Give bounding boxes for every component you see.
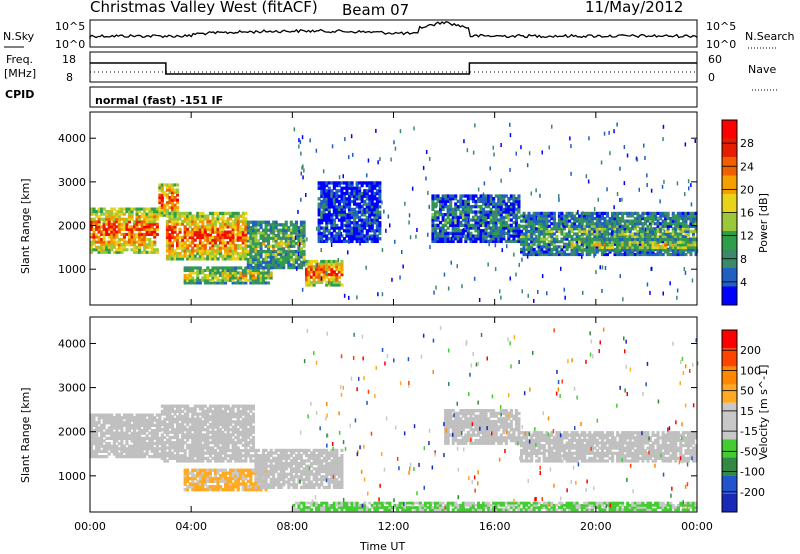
power-ytick-label-2: 3000 (58, 176, 86, 189)
power-colorbar-cell-1 (722, 268, 737, 287)
power-colorbar-label-4: 20 (740, 183, 754, 196)
power-colorbar-cell-0 (722, 286, 737, 305)
power-colorbar-cell-3 (722, 231, 737, 250)
power-region-1 (158, 183, 180, 217)
sky-noise-line (89, 20, 698, 39)
velocity-colorbar-cell-4 (722, 421, 737, 440)
power-colorbar-cell-6 (722, 175, 737, 194)
velocity-colorbar-cell-7 (722, 366, 737, 385)
power-colorbar-label-6: 28 (740, 137, 754, 150)
power-ytick-label-1: 2000 (58, 220, 86, 233)
velocity-colorbar-cell-6 (722, 384, 737, 403)
power-colorbar-label-5: 24 (740, 160, 754, 173)
power-region-5 (305, 259, 344, 287)
x-tick-label-6: 00:00 (681, 520, 713, 533)
cpid-value: normal (fast) -151 IF (95, 94, 224, 107)
x-tick-label-0: 00:00 (74, 520, 106, 533)
site-title: Christmas Valley West (fitACF) (90, 0, 318, 16)
velocity-colorbar-label-4: -15 (740, 425, 758, 438)
power-colorbar-cell-8 (722, 138, 737, 157)
velocity-colorbar-label-3: 15 (740, 405, 754, 418)
x-axis-label: Time UT (360, 540, 406, 553)
velocity-colorbar-label-7: -200 (740, 486, 765, 499)
velocity-region-6 (292, 501, 698, 512)
nsky-tick-bottom: 10^0 (55, 38, 86, 51)
velocity-colorbar-label-6: -100 (740, 466, 765, 479)
velocity-colorbar-cell-9 (722, 330, 737, 349)
power-ytick-label-0: 1000 (58, 263, 86, 276)
freq-label: Freq. (6, 53, 34, 66)
velocity-ytick-label-2: 3000 (58, 382, 86, 395)
power-region-0 (90, 207, 159, 254)
velocity-colorbar-cell-2 (722, 457, 737, 476)
nsky-label: N.Sky (3, 30, 35, 43)
cpid-panel-frame (89, 86, 698, 108)
velocity-colorbar-cell-8 (722, 348, 737, 367)
x-tick-label-5: 20:00 (580, 520, 612, 533)
velocity-colorbar-cell-5 (722, 402, 737, 421)
velocity-region-1 (160, 404, 255, 463)
nsearch-tick-bottom: 10^0 (706, 38, 737, 51)
nave-label: Nave (748, 63, 777, 76)
power-colorbar-cell-5 (722, 194, 737, 213)
power-region-9 (570, 238, 698, 252)
power-speckle (293, 122, 699, 303)
velocity-ytick-label-3: 4000 (58, 337, 86, 350)
freq-unit-label: [MHz] (4, 67, 37, 80)
velocity-speckle (299, 325, 699, 510)
power-region-4 (246, 220, 306, 270)
nsearch-label: N.Search (745, 30, 795, 43)
power-region-7 (431, 194, 521, 243)
velocity-ytick-label-0: 1000 (58, 470, 86, 483)
cpid-label: CPID (5, 88, 35, 101)
beam-label: Beam 07 (342, 1, 410, 19)
power-colorbar-label-1: 8 (740, 253, 747, 266)
velocity-colorbar-cell-0 (722, 493, 737, 512)
power-colorbar-label-3: 16 (740, 207, 754, 220)
nsearch-tick-top: 10^5 (706, 20, 737, 33)
x-tick-label-2: 08:00 (276, 520, 308, 533)
velocity-colorbar-label-2: 50 (740, 385, 754, 398)
power-region-6 (317, 181, 382, 243)
freq-tick-top: 18 (62, 53, 76, 66)
velocity-region-0 (90, 413, 162, 459)
x-tick-label-1: 04:00 (175, 520, 207, 533)
freq-panel-frame (89, 51, 698, 83)
velocity-colorbar-cell-3 (722, 439, 737, 458)
power-colorbar-label-0: 4 (740, 276, 747, 289)
velocity-colorbar-label-0: 200 (740, 344, 761, 357)
freq-line (90, 62, 697, 75)
velocity-region-5 (520, 431, 698, 463)
velocity-colorbar-cell-1 (722, 475, 737, 494)
x-tick-label-3: 12:00 (378, 520, 410, 533)
nsky-tick-top: 10^5 (55, 20, 86, 33)
date-label: 11/May/2012 (585, 0, 684, 16)
velocity-colorbar-label-1: 100 (740, 364, 761, 377)
power-colorbar-label-2: 12 (740, 230, 754, 243)
sky-panel-frame (89, 19, 698, 48)
nave-tick-bottom: 0 (708, 71, 715, 84)
power-colorbar-cell-4 (722, 212, 737, 231)
velocity-region-3 (254, 448, 344, 489)
x-tick-label-4: 16:00 (479, 520, 511, 533)
velocity-colorbar-label-5: -50 (740, 445, 758, 458)
power-colorbar-cell-9 (722, 120, 737, 139)
velocity-ytick-label-1: 2000 (58, 426, 86, 439)
power-ytick-label-3: 4000 (58, 132, 86, 145)
power-region-2 (165, 211, 248, 261)
velocity-colorbar-frame (721, 329, 738, 513)
freq-tick-bottom: 8 (66, 71, 73, 84)
nave-tick-top: 60 (708, 53, 722, 66)
